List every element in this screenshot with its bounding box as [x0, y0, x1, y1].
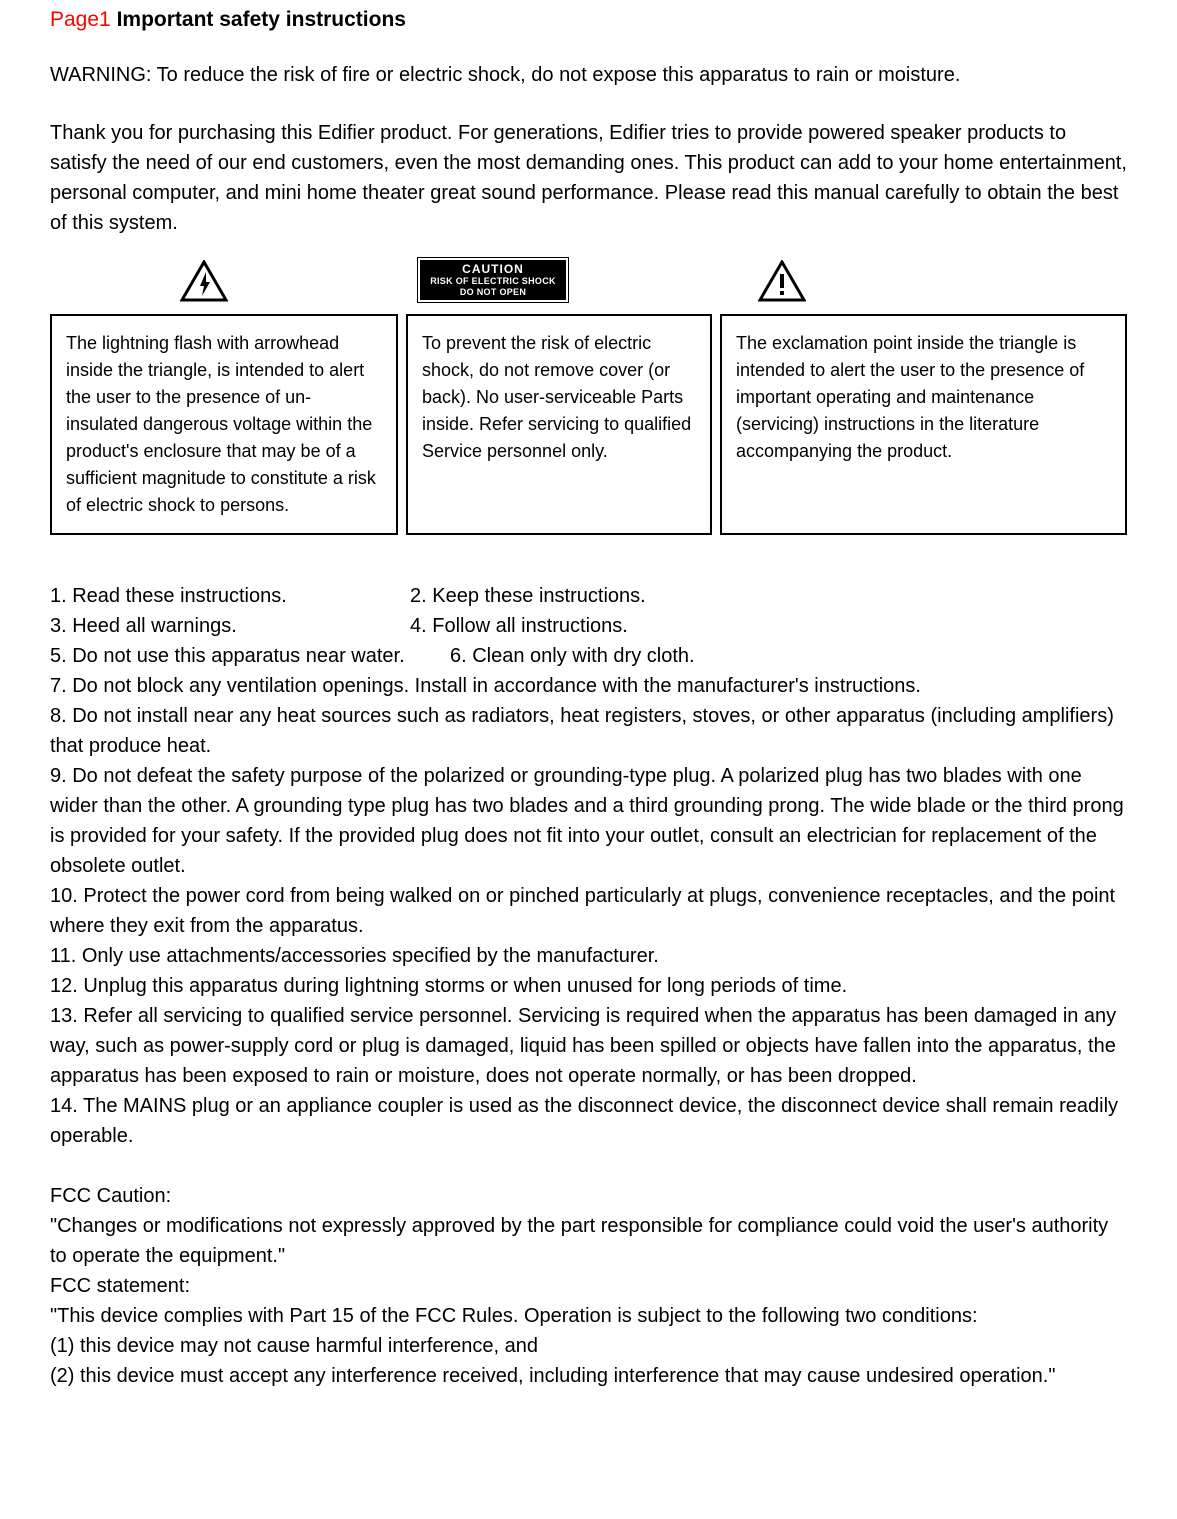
- instruction-14: 14. The MAINS plug or an appliance coupl…: [50, 1091, 1127, 1151]
- intro-text: Thank you for purchasing this Edifier pr…: [50, 118, 1127, 238]
- caution-line2: RISK OF ELECTRIC SHOCK: [424, 276, 562, 287]
- instruction-10: 10. Protect the power cord from being wa…: [50, 881, 1127, 941]
- instruction-9: 9. Do not defeat the safety purpose of t…: [50, 761, 1127, 881]
- page-label: Page1: [50, 8, 111, 31]
- instruction-6: 6. Clean only with dry cloth.: [450, 641, 695, 671]
- header-line: Page1 Important safety instructions: [50, 8, 1127, 32]
- exclamation-triangle-icon: [758, 260, 806, 302]
- fcc-caution-heading: FCC Caution:: [50, 1181, 1127, 1211]
- instruction-5: 5. Do not use this apparatus near water.: [50, 641, 450, 671]
- instruction-1: 1. Read these instructions.: [50, 581, 410, 611]
- fcc-statement-line1: "This device complies with Part 15 of th…: [50, 1301, 1127, 1331]
- fcc-caution-body: "Changes or modifications not expressly …: [50, 1211, 1127, 1271]
- caution-line1: CAUTION: [424, 262, 562, 276]
- page-title: Important safety instructions: [117, 8, 406, 31]
- instruction-2: 2. Keep these instructions.: [410, 581, 646, 611]
- lightning-box: The lightning flash with arrowhead insid…: [50, 314, 398, 535]
- warning-boxes: The lightning flash with arrowhead insid…: [50, 314, 1127, 535]
- instruction-11: 11. Only use attachments/accessories spe…: [50, 941, 1127, 971]
- fcc-statement-heading: FCC statement:: [50, 1271, 1127, 1301]
- instruction-4: 4. Follow all instructions.: [410, 611, 628, 641]
- warning-text: WARNING: To reduce the risk of fire or e…: [50, 60, 1127, 90]
- caution-plaque-icon: CAUTION RISK OF ELECTRIC SHOCK DO NOT OP…: [418, 258, 568, 302]
- fcc-statement-line3: (2) this device must accept any interfer…: [50, 1361, 1127, 1391]
- symbol-row: CAUTION RISK OF ELECTRIC SHOCK DO NOT OP…: [50, 258, 1127, 302]
- instruction-3: 3. Heed all warnings.: [50, 611, 410, 641]
- fcc-statement-line2: (1) this device may not cause harmful in…: [50, 1331, 1127, 1361]
- instruction-7: 7. Do not block any ventilation openings…: [50, 671, 1127, 701]
- instructions-list: 1. Read these instructions. 2. Keep thes…: [50, 581, 1127, 1391]
- caution-line3: DO NOT OPEN: [424, 287, 562, 298]
- caution-box: To prevent the risk of electric shock, d…: [406, 314, 712, 535]
- instruction-12: 12. Unplug this apparatus during lightni…: [50, 971, 1127, 1001]
- lightning-triangle-icon: [180, 260, 228, 302]
- instruction-8: 8. Do not install near any heat sources …: [50, 701, 1127, 761]
- exclamation-box: The exclamation point inside the triangl…: [720, 314, 1127, 535]
- instruction-13: 13. Refer all servicing to qualified ser…: [50, 1001, 1127, 1091]
